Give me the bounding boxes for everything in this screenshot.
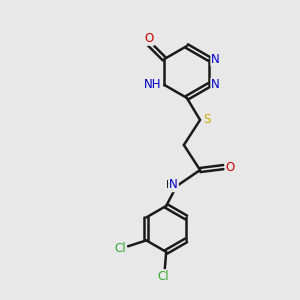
Text: Cl: Cl (114, 242, 126, 255)
Text: S: S (203, 113, 210, 127)
Text: N: N (169, 178, 178, 191)
Text: O: O (226, 160, 235, 174)
Text: O: O (144, 32, 154, 45)
Text: N: N (211, 52, 220, 65)
Text: Cl: Cl (158, 270, 169, 283)
Text: N: N (211, 78, 220, 92)
Text: H: H (166, 180, 174, 190)
Text: NH: NH (144, 78, 161, 92)
